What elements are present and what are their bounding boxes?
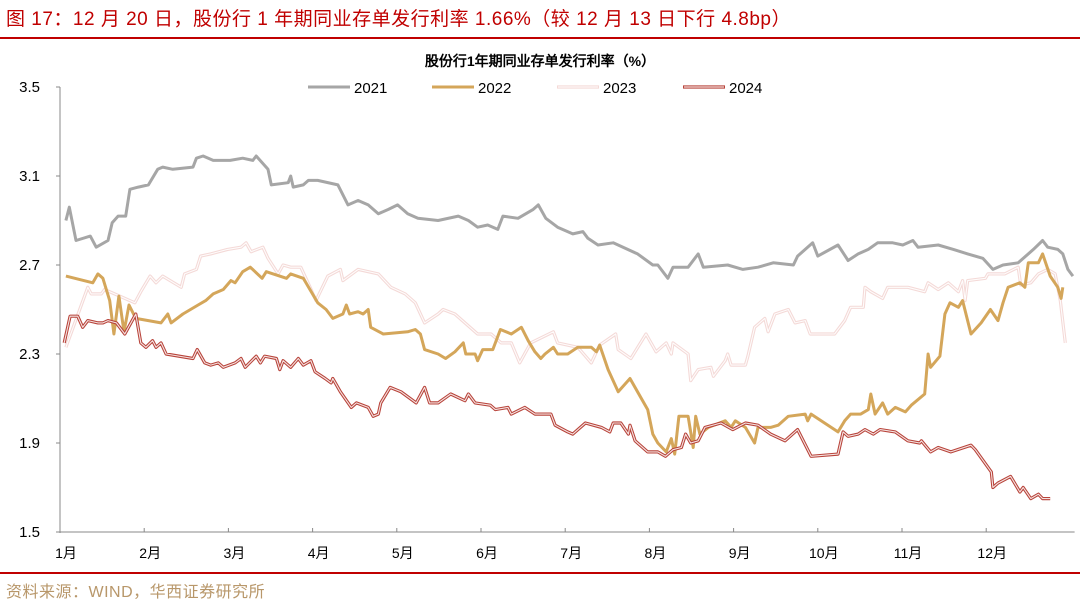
legend-label-2024: 2024 [729, 80, 762, 97]
x-tick-label: 8月 [645, 545, 667, 561]
y-tick-label: 2.3 [19, 346, 40, 363]
x-tick-label: 1月 [55, 545, 77, 561]
x-tick-label: 10月 [809, 545, 839, 561]
x-tick-label: 2月 [139, 545, 161, 561]
axes: 1.5 1.9 2.3 2.7 3.1 3.5 1月 2月 3月 4月 5月 6月 7月 8月 9月 10月 1… [19, 79, 1075, 561]
x-tick-label: 6月 [476, 545, 498, 561]
series-line-2022 [65, 252, 1065, 456]
x-tick-label: 5月 [392, 545, 414, 561]
x-tick-label: 4月 [308, 545, 330, 561]
y-tick-label: 3.5 [19, 79, 40, 96]
legend-label-2023: 2023 [603, 80, 636, 97]
y-tick-label: 3.1 [19, 168, 40, 185]
series-line-2023 [64, 241, 1067, 383]
x-tick-label: 3月 [224, 545, 246, 561]
legend-label-2021: 2021 [354, 80, 387, 97]
x-tick-label: 12月 [977, 545, 1007, 561]
chart-title: 股份行1年期同业存单发行利率（%） [425, 53, 655, 69]
y-tick-label: 1.9 [19, 435, 40, 452]
y-tick-label: 1.5 [19, 524, 40, 541]
series-line-2024-inner [63, 313, 1051, 500]
figure-title: 图 17：12 月 20 日，股份行 1 年期同业存单发行利率 1.66%（较 … [6, 9, 792, 30]
y-tick-label: 2.7 [19, 257, 40, 274]
legend: 2021 2022 2023 2024 [308, 80, 762, 97]
x-tick-label: 7月 [560, 545, 582, 561]
x-tick-label: 9月 [729, 545, 751, 561]
series-lines [62, 154, 1075, 501]
x-tick-label: 11月 [894, 545, 923, 561]
series-line-2023-inner [65, 242, 1066, 382]
title-divider [0, 37, 1080, 39]
source-divider [0, 572, 1080, 574]
legend-label-2022: 2022 [478, 80, 511, 97]
series-line-2021 [64, 154, 1075, 280]
source-note: 资料来源：WIND，华西证券研究所 [6, 584, 266, 601]
